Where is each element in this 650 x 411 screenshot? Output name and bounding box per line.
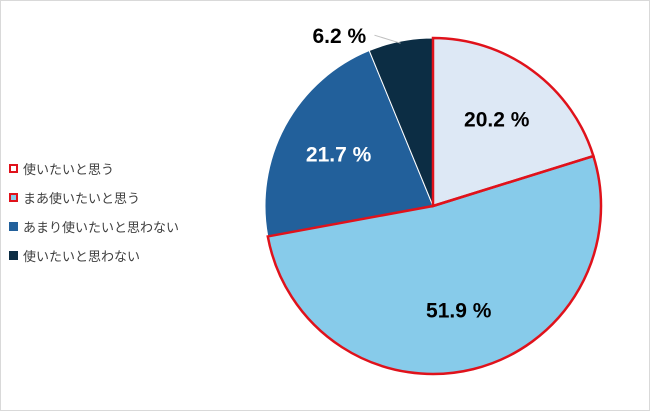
- legend-swatch: [9, 193, 18, 202]
- slice-data-label: 6.2 %: [312, 25, 366, 48]
- label-leader-line: [374, 34, 401, 44]
- legend-swatch: [9, 222, 18, 231]
- legend-item: 使いたいと思わない: [9, 241, 179, 270]
- slice-data-label: 51.9 %: [426, 299, 492, 322]
- legend-swatch: [9, 164, 18, 173]
- slice-highlight-outline: [266, 154, 603, 376]
- legend-swatch: [9, 251, 18, 260]
- legend-item: 使いたいと思う: [9, 154, 179, 183]
- legend-label: 使いたいと思わない: [23, 250, 141, 265]
- chart-legend: 使いたいと思う まあ使いたいと思う あまり使いたいと思わない 使いたいと思わない: [9, 154, 179, 270]
- pie-slice: [264, 49, 434, 238]
- legend-label: 使いたいと思う: [23, 163, 115, 178]
- legend-label: あまり使いたいと思わない: [23, 221, 180, 236]
- slice-data-label: 20.2 %: [464, 108, 530, 131]
- legend-item: あまり使いたいと思わない: [9, 212, 179, 241]
- legend-item: まあ使いたいと思う: [9, 183, 179, 212]
- slice-highlight-outline: [431, 36, 595, 208]
- legend-label: まあ使いたいと思う: [23, 192, 141, 207]
- slice-data-label: 21.7 %: [306, 143, 372, 166]
